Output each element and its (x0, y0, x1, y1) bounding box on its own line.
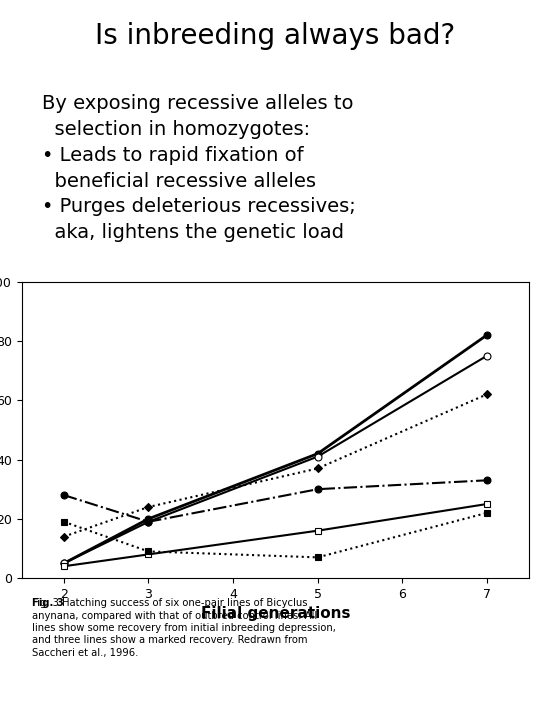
Text: Is inbreeding always bad?: Is inbreeding always bad? (95, 22, 456, 50)
X-axis label: Filial generations: Filial generations (201, 606, 350, 621)
Text: By exposing recessive alleles to
  selection in homozygotes:
• Leads to rapid fi: By exposing recessive alleles to selecti… (42, 94, 356, 242)
Text: Fig. 3: Fig. 3 (32, 598, 64, 608)
Text: Fig. 3 Hatching success of six one-pair lines of Bicyclus
anynana, compared with: Fig. 3 Hatching success of six one-pair … (32, 598, 336, 658)
